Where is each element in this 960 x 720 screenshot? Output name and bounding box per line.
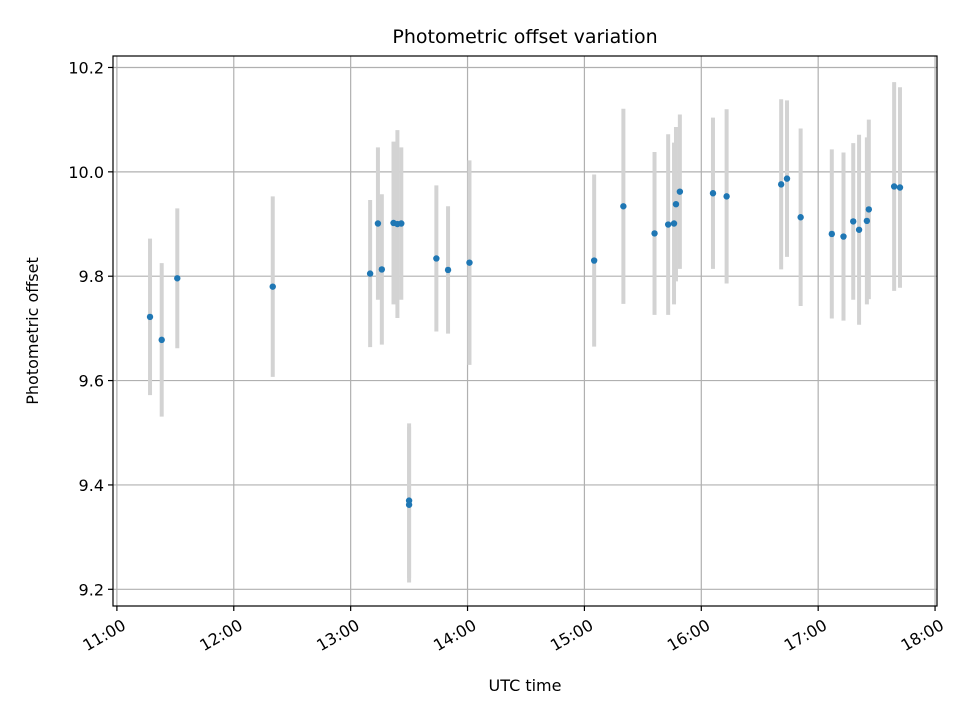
chart-title: Photometric offset variation: [392, 26, 657, 48]
data-points: [146, 175, 904, 508]
data-point: [890, 183, 898, 190]
data-point: [378, 266, 386, 273]
x-tick-label: 14:00: [430, 615, 479, 655]
x-tick-label: 18:00: [898, 615, 947, 655]
data-point: [850, 218, 857, 225]
data-point: [865, 206, 873, 213]
y-axis: 9.2 9.4 9.6 9.8 10.0 10.2: [68, 58, 113, 599]
data-point: [828, 230, 836, 238]
data-point: [466, 259, 473, 266]
x-tick-label: 12:00: [196, 615, 245, 655]
x-tick-label: 15:00: [547, 615, 596, 655]
y-tick-label: 10.2: [68, 58, 104, 77]
data-point: [855, 226, 863, 233]
y-tick-label: 9.8: [79, 267, 104, 286]
data-point: [670, 220, 678, 227]
data-point: [840, 233, 847, 240]
grid: [113, 56, 937, 606]
data-point: [269, 283, 276, 290]
y-tick-label: 9.6: [79, 372, 104, 391]
errorbars: [148, 82, 902, 583]
data-point: [620, 203, 627, 210]
x-axis-title: UTC time: [489, 676, 562, 695]
y-tick-label: 9.2: [79, 580, 104, 599]
x-axis: 11:00 12:00 13:00 14:00 15:00 16:00 17:00 18:00: [79, 606, 947, 655]
data-point: [783, 175, 791, 182]
data-point: [672, 200, 680, 208]
data-point: [405, 501, 413, 508]
data-point: [374, 220, 382, 227]
y-tick-label: 10.0: [68, 163, 104, 182]
x-tick-label: 17:00: [781, 615, 830, 655]
data-point: [863, 217, 871, 225]
data-point: [777, 181, 785, 188]
data-point: [444, 266, 452, 274]
data-point: [651, 230, 658, 237]
data-point: [146, 313, 154, 321]
data-point: [664, 221, 672, 228]
data-point: [709, 190, 717, 197]
plot-frame: [112, 55, 938, 607]
x-tick-label: 16:00: [664, 615, 713, 655]
x-tick-label: 11:00: [79, 615, 128, 655]
y-axis-title: Photometric offset: [23, 257, 42, 405]
data-point: [723, 193, 730, 200]
y-tick-label: 9.4: [79, 476, 104, 495]
data-point: [797, 214, 804, 221]
x-tick-label: 13:00: [313, 615, 362, 655]
data-point: [590, 257, 598, 264]
data-point: [366, 270, 374, 277]
data-point: [896, 184, 904, 191]
data-point: [174, 275, 181, 282]
data-point: [158, 336, 165, 344]
data-point: [398, 220, 405, 227]
data-point: [676, 188, 684, 195]
data-point: [433, 255, 440, 262]
